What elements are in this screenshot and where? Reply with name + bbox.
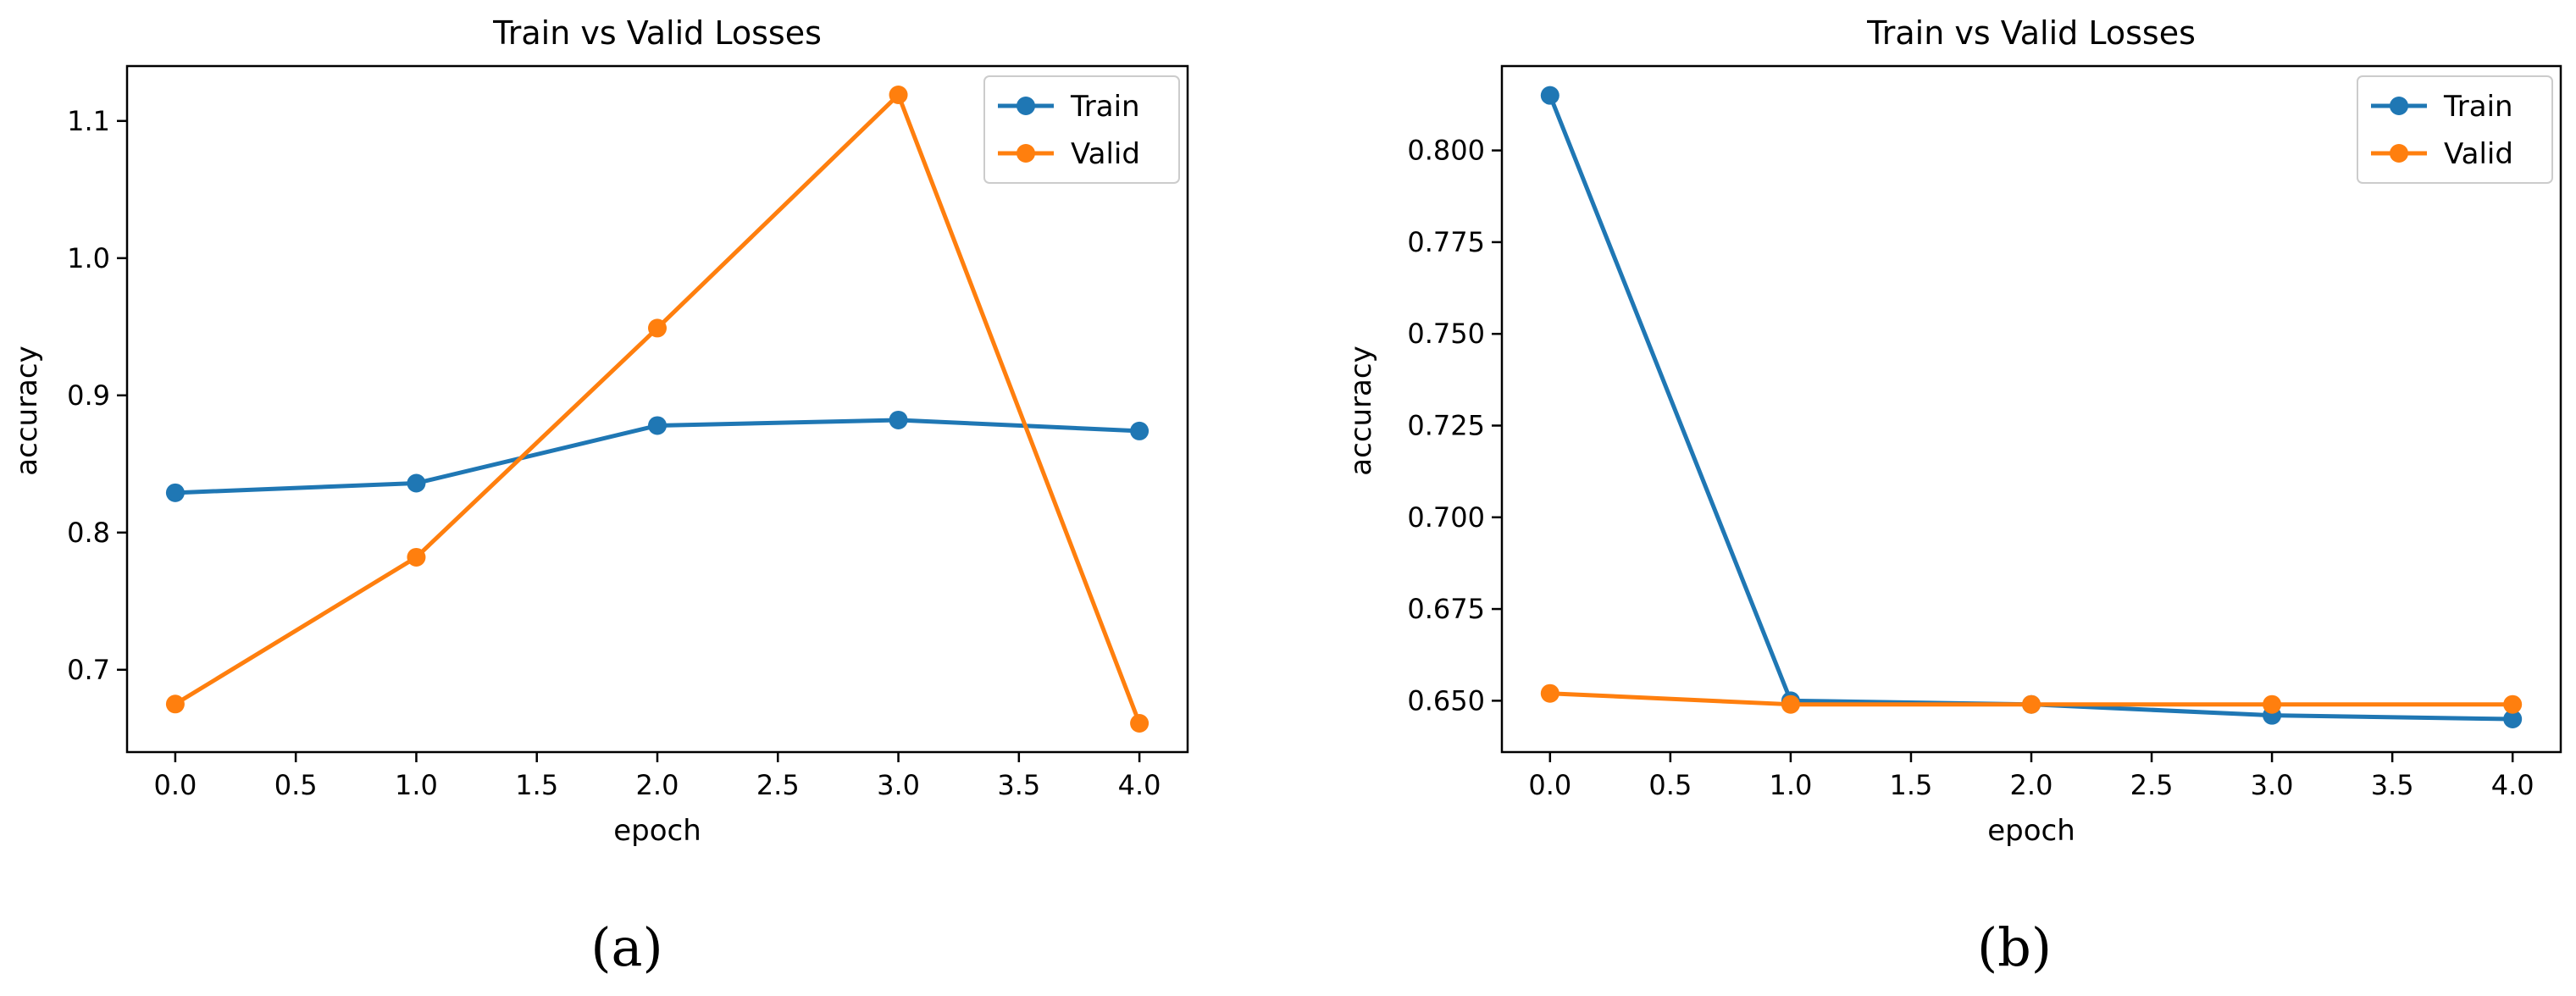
- chart-b-xlabel: epoch: [1987, 814, 2075, 848]
- chart-a-train-point: [165, 483, 185, 502]
- chart-b-legend-valid-marker: [2390, 144, 2408, 163]
- chart-b-ytick-label: 0.800: [1407, 135, 1485, 167]
- chart-a-xtick-label: 0.0: [153, 769, 197, 801]
- chart-a-xtick-label: 1.0: [395, 769, 438, 801]
- chart-b-train-point: [1540, 86, 1559, 105]
- chart-a-xtick-label: 4.0: [1118, 769, 1161, 801]
- chart-a-train-point: [648, 416, 667, 435]
- chart-b-xtick-label: 0.5: [1648, 769, 1692, 801]
- chart-b-xtick-label: 3.5: [2371, 769, 2414, 801]
- chart-b-ytick-label: 0.725: [1407, 409, 1485, 441]
- chart-b-valid-point: [1540, 683, 1559, 703]
- chart-b-ylabel: accuracy: [1344, 346, 1378, 475]
- chart-b-ytick-label: 0.650: [1407, 684, 1485, 717]
- chart-a-legend-valid-label: Valid: [1071, 137, 1140, 171]
- chart-a-valid-point: [165, 694, 185, 714]
- chart-b-xtick-label: 1.0: [1769, 769, 1812, 801]
- chart-a-title: Train vs Valid Losses: [492, 14, 822, 52]
- chart-a-xtick-label: 2.0: [636, 769, 679, 801]
- chart-a-legend-train-label: Train: [1070, 90, 1140, 124]
- chart-a-legend-train-marker: [1017, 97, 1035, 115]
- chart-a-xtick-label: 1.5: [515, 769, 558, 801]
- chart-b-xtick-label: 2.5: [2130, 769, 2174, 801]
- chart-b-ytick-label: 0.675: [1407, 593, 1485, 625]
- chart-b-valid-point: [2503, 694, 2523, 714]
- chart-a-valid-point: [889, 86, 908, 105]
- chart-a-valid-point: [648, 318, 667, 338]
- chart-a-ytick-label: 0.8: [67, 517, 110, 549]
- chart-a-train-point: [407, 473, 426, 493]
- chart-b-ytick-label: 0.700: [1407, 501, 1485, 534]
- chart-a-caption: (a): [590, 916, 662, 978]
- chart-a-ytick-label: 0.7: [67, 654, 110, 686]
- chart-b-legend-valid-label: Valid: [2444, 137, 2513, 171]
- chart-b-valid-point: [1781, 694, 1800, 714]
- chart-a-plot: 0.0 0.5 1.0 1.5 2.0 2.5 3.0 3.5 4.0 0.7 0.8 0.9 1.0 1…: [67, 64, 1189, 801]
- chart-a-ytick-label: 1.1: [67, 105, 110, 137]
- chart-b-train-line: [1548, 94, 2513, 722]
- chart-b: Train vs Valid Losses accuracy epoch 0.0…: [1344, 14, 2562, 978]
- chart-b-train-point: [2503, 710, 2523, 729]
- chart-a-xtick-label: 3.0: [877, 769, 920, 801]
- chart-a-train-point: [1130, 421, 1150, 440]
- chart-b-xtick-label: 4.0: [2491, 769, 2534, 801]
- chart-b-legend-train-marker: [2390, 97, 2408, 115]
- chart-b-plot: 0.0 0.5 1.0 1.5 2.0 2.5 3.0 3.5 4.0 0.650 0.675 0.7…: [1407, 64, 2562, 801]
- chart-b-xtick-label: 3.0: [2251, 769, 2294, 801]
- chart-b-ytick-label: 0.750: [1407, 318, 1485, 350]
- chart-b-valid-point: [2263, 694, 2282, 714]
- chart-a-train-point: [889, 410, 908, 429]
- chart-a-xtick-label: 0.5: [274, 769, 318, 801]
- chart-a-xtick-label: 3.5: [997, 769, 1040, 801]
- chart-b-legend-train-label: Train: [2443, 90, 2513, 124]
- chart-a-xlabel: epoch: [613, 814, 701, 848]
- chart-a-ytick-label: 1.0: [67, 242, 110, 274]
- chart-b-xtick-label: 1.5: [1890, 769, 1933, 801]
- chart-a-xtick-label: 2.5: [756, 769, 800, 801]
- chart-b-title: Train vs Valid Losses: [1866, 14, 2196, 52]
- chart-b-caption: (b): [1977, 916, 2052, 978]
- chart-a-valid-line: [174, 92, 1142, 724]
- chart-a-valid-point: [1130, 713, 1150, 733]
- chart-a-ylabel: accuracy: [10, 346, 44, 475]
- chart-b-ytick-label: 0.775: [1407, 226, 1485, 258]
- chart-b-valid-point: [2022, 694, 2041, 714]
- chart-a-ytick-label: 0.9: [67, 379, 110, 412]
- chart-a: Train vs Valid Losses accuracy epoch 0.0…: [10, 14, 1189, 978]
- chart-b-xtick-label: 0.0: [1528, 769, 1571, 801]
- chart-a-valid-point: [407, 547, 426, 567]
- chart-b-xtick-label: 2.0: [2010, 769, 2053, 801]
- chart-a-legend-valid-marker: [1017, 144, 1035, 163]
